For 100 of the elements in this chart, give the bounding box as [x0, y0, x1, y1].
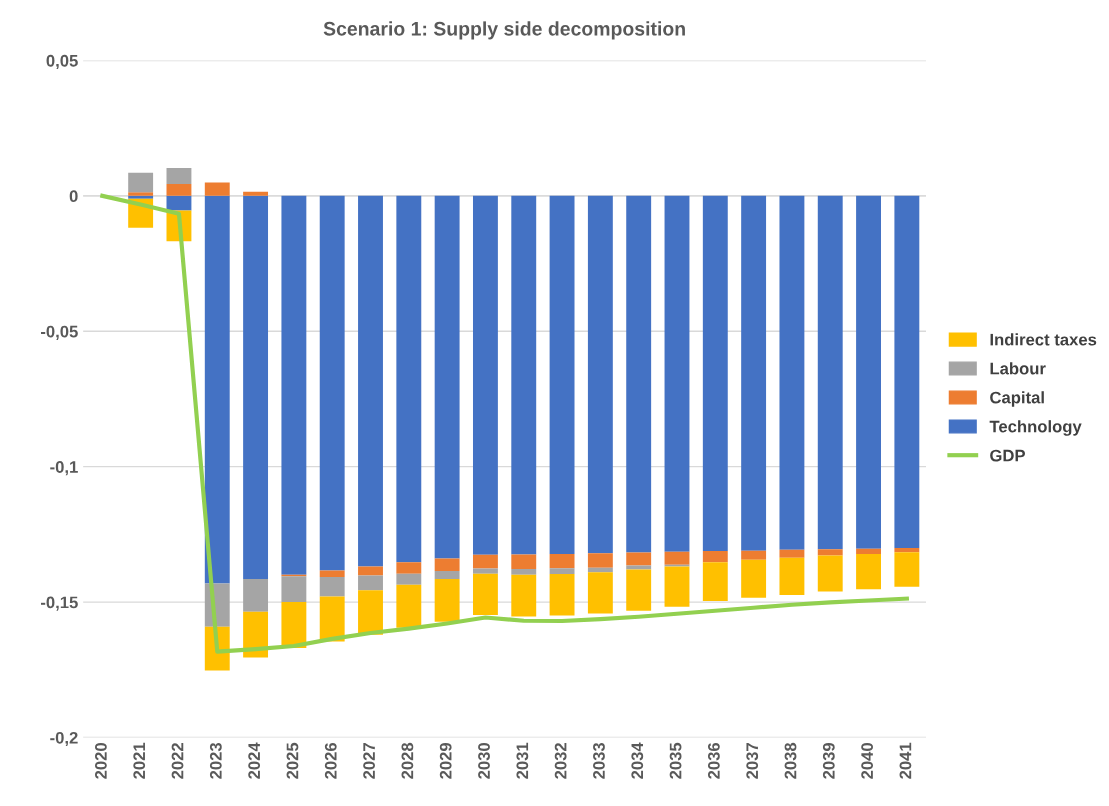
- bar: [472, 573, 498, 616]
- bar: [358, 566, 383, 576]
- bar: [281, 195, 307, 575]
- bar: [664, 551, 690, 565]
- bar: [472, 568, 498, 574]
- bar: [396, 584, 422, 628]
- bar: [434, 558, 460, 571]
- x-tick-label: 2027: [363, 743, 375, 779]
- bar: [702, 550, 728, 563]
- x-tick-label: 2025: [286, 742, 299, 779]
- x-tick-label: 2028: [401, 742, 414, 779]
- x-tick-label: 2029: [439, 742, 452, 779]
- x-tick-label: 2023: [209, 742, 222, 779]
- bar: [664, 195, 690, 552]
- bar: [856, 548, 881, 554]
- x-tick-label: 2039: [822, 742, 835, 779]
- x-tick-label: 2033: [593, 742, 605, 779]
- bar: [511, 554, 537, 570]
- bar: [549, 573, 575, 616]
- y-tick-label: -0,2: [50, 731, 78, 747]
- bar: [779, 557, 805, 596]
- x-tick-label: 2031: [516, 742, 529, 779]
- bar: [549, 553, 575, 569]
- chart-title: Scenario 1: Supply side decomposition: [323, 21, 685, 40]
- bar: [702, 195, 728, 551]
- bar: [511, 569, 537, 575]
- line-series: [100, 193, 909, 654]
- bar: [817, 555, 843, 592]
- x-tick-label: 2020: [95, 743, 107, 779]
- bar: [894, 547, 920, 553]
- bar: [243, 195, 269, 580]
- x-tick-label: 2036: [707, 742, 720, 779]
- bar: [856, 195, 881, 549]
- bar: [319, 596, 345, 642]
- bar: [741, 550, 767, 560]
- bar: [166, 167, 192, 184]
- bar: [204, 195, 230, 584]
- bar: [434, 579, 460, 622]
- legend-label: Indirect taxes: [990, 333, 1097, 346]
- bar: [243, 611, 269, 658]
- x-tick-label: 2038: [784, 742, 797, 779]
- x-tick-label: 2034: [631, 742, 644, 779]
- bar: [281, 602, 307, 649]
- x-tick-label: 2040: [861, 743, 874, 779]
- bar: [817, 549, 843, 556]
- y-tick-label: -0,15: [40, 596, 78, 611]
- bar: [396, 562, 422, 574]
- bar: [587, 572, 613, 614]
- bar: [358, 195, 383, 567]
- bar: [511, 195, 537, 555]
- bar: [358, 575, 383, 591]
- bar: [549, 195, 575, 554]
- x-tick-label: 2021: [133, 742, 146, 779]
- bar: [204, 182, 230, 196]
- legend-label: GDP: [990, 449, 1025, 462]
- y-tick-label: -0,1: [50, 461, 78, 476]
- y-tick-label: 0,05: [46, 54, 78, 70]
- bar: [166, 183, 192, 196]
- x-tick-label: 2035: [669, 742, 682, 779]
- bar: [511, 574, 537, 617]
- bar: [358, 590, 383, 635]
- bar: [626, 569, 652, 611]
- bar: [626, 565, 652, 570]
- x-tick-label: 2030: [478, 743, 490, 779]
- bar: [434, 570, 460, 580]
- bar: [319, 195, 345, 571]
- bar: [396, 195, 422, 563]
- bar: [587, 195, 613, 554]
- bar: [741, 195, 767, 551]
- bar: [243, 579, 269, 612]
- x-tick-label: 2037: [746, 743, 759, 779]
- bar: [894, 552, 920, 587]
- legend-label: Technology: [989, 420, 1082, 436]
- x-tick-label: 2026: [324, 742, 337, 779]
- bar: [166, 195, 192, 211]
- bar: [856, 553, 881, 590]
- bar: [817, 195, 843, 550]
- bar: [626, 195, 652, 553]
- legend-label: Labour: [990, 362, 1046, 375]
- y-tick-label: 0: [69, 190, 78, 203]
- bar: [128, 172, 154, 193]
- bar: [319, 576, 345, 597]
- y-tick-label: -0,05: [40, 325, 78, 340]
- bar: [702, 562, 728, 601]
- bar: [587, 553, 613, 568]
- x-tick-label: 2041: [899, 742, 912, 779]
- bar: [434, 195, 460, 559]
- bar: [243, 191, 269, 196]
- x-tick-label: 2024: [248, 742, 261, 779]
- bar: [396, 573, 422, 585]
- legend-label: Capital: [990, 391, 1044, 407]
- bar: [626, 552, 652, 566]
- bar: [664, 566, 690, 607]
- bar: [894, 195, 920, 548]
- x-tick-label: 2032: [554, 743, 567, 779]
- bar: [779, 549, 805, 558]
- bar: [281, 576, 307, 603]
- bar: [472, 195, 498, 555]
- bar: [319, 570, 345, 577]
- x-tick-label: 2022: [171, 743, 184, 779]
